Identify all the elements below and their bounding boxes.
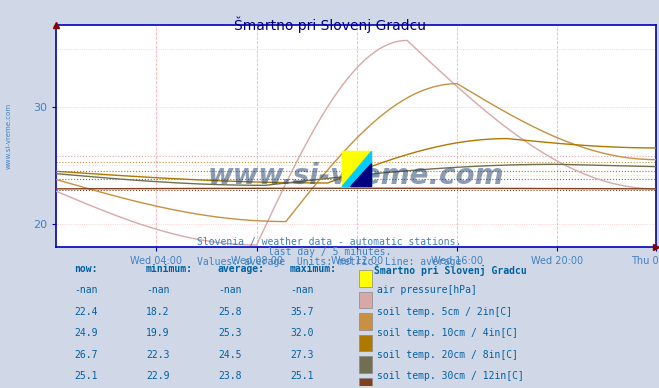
Text: www.si-vreme.com: www.si-vreme.com <box>208 162 504 190</box>
Text: air pressure[hPa]: air pressure[hPa] <box>377 286 476 295</box>
Text: www.si-vreme.com: www.si-vreme.com <box>5 103 12 169</box>
Text: 25.3: 25.3 <box>218 329 241 338</box>
Bar <box>359 335 372 352</box>
Text: -nan: -nan <box>74 286 98 295</box>
Text: 25.1: 25.1 <box>290 371 314 381</box>
Text: 18.2: 18.2 <box>146 307 169 317</box>
Bar <box>359 292 372 308</box>
Text: maximum:: maximum: <box>290 264 337 274</box>
Polygon shape <box>351 164 372 187</box>
Text: minimum:: minimum: <box>146 264 193 274</box>
Bar <box>359 313 372 330</box>
Text: Šmartno pri Slovenj Gradcu: Šmartno pri Slovenj Gradcu <box>374 264 527 276</box>
Text: -nan: -nan <box>290 286 314 295</box>
Text: soil temp. 30cm / 12in[C]: soil temp. 30cm / 12in[C] <box>377 371 524 381</box>
Text: 19.9: 19.9 <box>146 329 169 338</box>
Text: last day / 5 minutes.: last day / 5 minutes. <box>268 247 391 257</box>
Text: 25.8: 25.8 <box>218 307 241 317</box>
Text: 24.9: 24.9 <box>74 329 98 338</box>
Text: 26.7: 26.7 <box>74 350 98 360</box>
Polygon shape <box>342 151 372 187</box>
Text: 25.1: 25.1 <box>74 371 98 381</box>
Text: soil temp. 10cm / 4in[C]: soil temp. 10cm / 4in[C] <box>377 329 518 338</box>
Text: Šmartno pri Slovenj Gradcu: Šmartno pri Slovenj Gradcu <box>233 16 426 33</box>
Text: -nan: -nan <box>146 286 169 295</box>
Bar <box>359 378 372 388</box>
Text: 23.8: 23.8 <box>218 371 241 381</box>
Text: Values: average  Units: metric  Line: average: Values: average Units: metric Line: aver… <box>197 257 462 267</box>
Polygon shape <box>342 151 372 187</box>
Text: now:: now: <box>74 264 98 274</box>
Bar <box>359 356 372 373</box>
Text: soil temp. 20cm / 8in[C]: soil temp. 20cm / 8in[C] <box>377 350 518 360</box>
Text: 22.4: 22.4 <box>74 307 98 317</box>
Text: Slovenia / weather data - automatic stations.: Slovenia / weather data - automatic stat… <box>197 237 462 247</box>
Text: 22.9: 22.9 <box>146 371 169 381</box>
Text: 27.3: 27.3 <box>290 350 314 360</box>
Text: 32.0: 32.0 <box>290 329 314 338</box>
Text: 22.3: 22.3 <box>146 350 169 360</box>
Text: 24.5: 24.5 <box>218 350 241 360</box>
Text: -nan: -nan <box>218 286 241 295</box>
Bar <box>359 270 372 287</box>
Text: soil temp. 5cm / 2in[C]: soil temp. 5cm / 2in[C] <box>377 307 512 317</box>
Text: average:: average: <box>218 264 265 274</box>
Text: 35.7: 35.7 <box>290 307 314 317</box>
